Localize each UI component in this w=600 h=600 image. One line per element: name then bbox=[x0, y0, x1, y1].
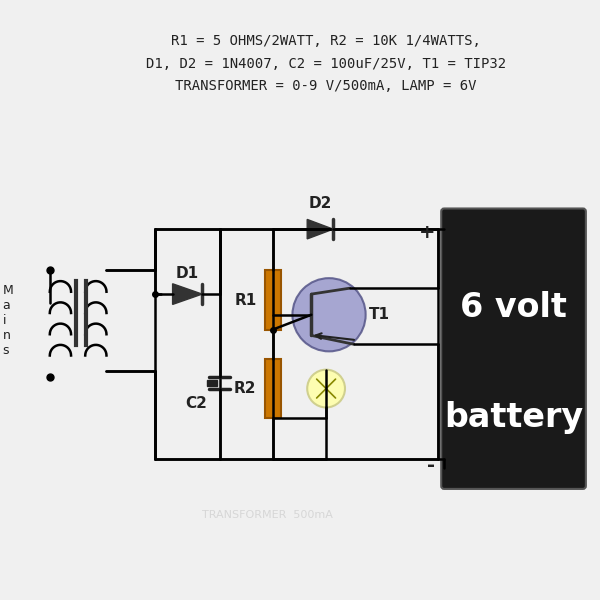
Bar bbox=[265, 271, 281, 329]
Text: battery: battery bbox=[444, 401, 583, 434]
Text: TRANSFORMER = 0-9 V/500mA, LAMP = 6V: TRANSFORMER = 0-9 V/500mA, LAMP = 6V bbox=[175, 79, 477, 93]
Bar bbox=[265, 359, 281, 418]
Circle shape bbox=[292, 278, 365, 352]
Text: T1: T1 bbox=[368, 307, 389, 322]
Text: M
a
i
n
s: M a i n s bbox=[2, 284, 13, 357]
Text: R1 = 5 OHMS/2WATT, R2 = 10K 1/4WATTS,: R1 = 5 OHMS/2WATT, R2 = 10K 1/4WATTS, bbox=[171, 34, 481, 49]
Bar bbox=[207, 380, 217, 386]
FancyBboxPatch shape bbox=[441, 208, 586, 489]
Text: R1: R1 bbox=[234, 293, 256, 308]
Text: C2: C2 bbox=[185, 396, 207, 411]
Text: +: + bbox=[419, 223, 436, 242]
Text: TRANSFORMER  500mA: TRANSFORMER 500mA bbox=[202, 511, 332, 520]
Text: D1, D2 = 1N4007, C2 = 100uF/25V, T1 = TIP32: D1, D2 = 1N4007, C2 = 100uF/25V, T1 = TI… bbox=[146, 57, 506, 71]
Text: D1: D1 bbox=[176, 266, 199, 281]
Text: -: - bbox=[427, 456, 436, 475]
Polygon shape bbox=[173, 284, 202, 304]
Circle shape bbox=[307, 370, 345, 407]
Polygon shape bbox=[307, 220, 333, 239]
Text: 6 volt: 6 volt bbox=[460, 291, 567, 324]
Text: R2: R2 bbox=[234, 381, 256, 396]
Text: D2: D2 bbox=[308, 196, 332, 211]
